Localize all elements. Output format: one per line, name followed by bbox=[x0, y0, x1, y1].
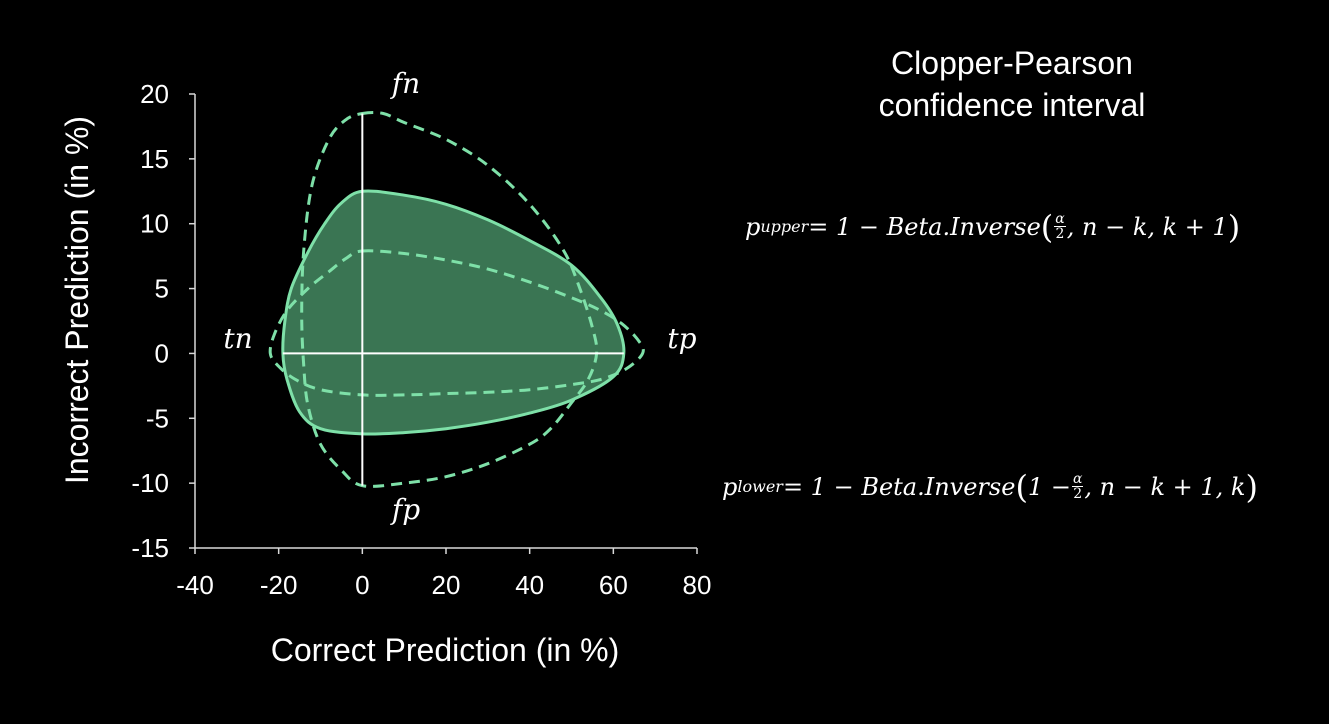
y-tick-label: -10 bbox=[131, 468, 169, 498]
formula-lower-close-paren: ) bbox=[1245, 467, 1258, 506]
x-tick-label: -20 bbox=[260, 570, 298, 600]
formula-lower-lhs: p bbox=[722, 472, 738, 501]
label-tp: tp bbox=[667, 322, 696, 355]
formula-upper-close-paren: ) bbox=[1227, 207, 1241, 246]
y-tick-label: 0 bbox=[155, 338, 169, 368]
formula-lower-mid: = 1 − Beta.Inverse bbox=[782, 472, 1016, 501]
formula-lower-frac-den: 2 bbox=[1073, 486, 1083, 502]
dashed-interval-outer bbox=[300, 110, 599, 488]
axis-endpoint-labels: fn fp tn tp bbox=[223, 67, 696, 526]
formula-upper-lhs: p bbox=[745, 212, 761, 241]
y-tick-label: 20 bbox=[140, 79, 169, 109]
dashed-interval-inner bbox=[268, 249, 645, 397]
x-axis-label: Correct Prediction (in %) bbox=[271, 632, 620, 668]
x-tick-label: -40 bbox=[176, 570, 214, 600]
x-tick-label: 20 bbox=[432, 570, 461, 600]
y-axis-label: Incorrect Prediction (in %) bbox=[59, 116, 95, 484]
y-tick-label: -15 bbox=[131, 533, 169, 563]
formula-lower-open-paren: ( bbox=[1015, 467, 1028, 506]
x-tick-label: 60 bbox=[599, 570, 628, 600]
formula-upper-sub: upper bbox=[760, 217, 809, 236]
label-fp: fp bbox=[390, 493, 420, 526]
formula-upper-open-paren: ( bbox=[1040, 207, 1054, 246]
label-tn: tn bbox=[223, 322, 252, 355]
formula-lower-args: , n − k + 1, k bbox=[1084, 472, 1246, 501]
y-tick-label: -5 bbox=[146, 403, 169, 433]
filled-interval-region bbox=[281, 189, 626, 436]
formula-lower-sub: lower bbox=[737, 477, 783, 496]
label-fn: fn bbox=[390, 67, 420, 100]
x-tick-label: 0 bbox=[355, 570, 369, 600]
title-line-1: Clopper-Pearson bbox=[891, 45, 1133, 81]
y-tick-label: 10 bbox=[140, 209, 169, 239]
formula-upper-frac-num: α bbox=[1054, 211, 1066, 227]
x-tick-label: 80 bbox=[683, 570, 712, 600]
formula-lower-frac-num: α bbox=[1071, 471, 1084, 487]
formula-upper-frac-den: 2 bbox=[1055, 226, 1065, 242]
title-line-2: confidence interval bbox=[878, 87, 1146, 123]
plot-area bbox=[268, 110, 645, 488]
x-tick-label: 40 bbox=[515, 570, 544, 600]
formula-upper: p upper = 1 − Beta.Inverse(α 2, n − k, k +… bbox=[745, 207, 1241, 246]
y-tick-label: 5 bbox=[155, 274, 169, 304]
ticks: -40 -20 0 20 40 60 80 -15 -10 -5 0 5 10 15 20 bbox=[131, 79, 711, 600]
formula-upper-args: , n − k, k + 1 bbox=[1066, 212, 1228, 241]
chart-title: Clopper-Pearson confidence interval bbox=[812, 42, 1212, 126]
formula-lower-pre: 1 − bbox=[1027, 472, 1071, 501]
formula-upper-mid: = 1 − Beta.Inverse bbox=[808, 212, 1041, 241]
y-tick-label: 15 bbox=[140, 144, 169, 174]
